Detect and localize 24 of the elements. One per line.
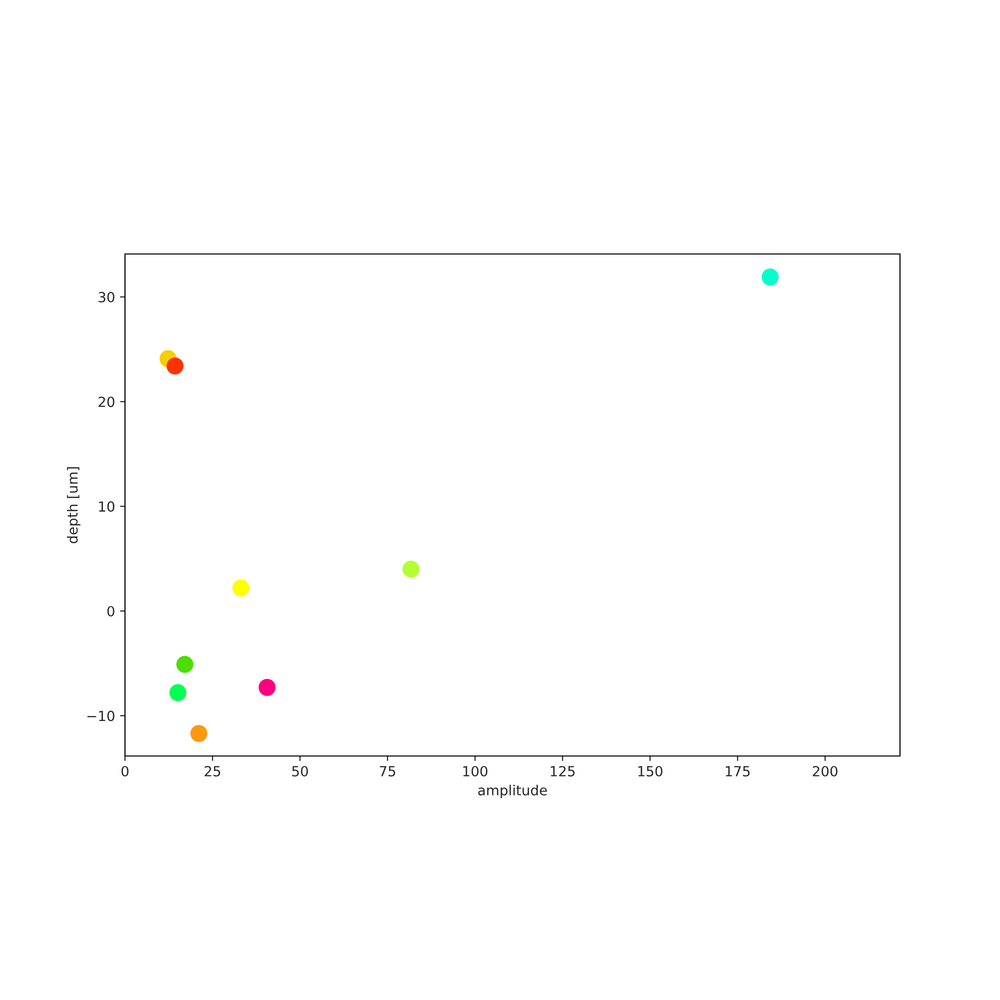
y-tick-label: 20 [98,396,114,408]
x-tick-label: 125 [550,766,575,776]
y-tick-label: 10 [99,501,114,512]
point [166,358,184,375]
y-axis-title: depth [um] [66,467,80,544]
x-tick-label: 200 [812,766,838,776]
point [169,684,186,702]
x-tick-label: 25 [204,766,220,776]
x-axis-title: amplitude [478,784,547,798]
x-tick-label: 75 [380,766,396,776]
x-tick-label: 175 [726,766,750,776]
point [176,656,194,673]
x-tick-label: 50 [292,766,308,776]
y-tick-label: 30 [98,292,114,302]
x-tick-label: 150 [638,766,662,776]
point [402,560,420,578]
point [232,579,250,596]
y-tick-label: 0 [107,606,114,616]
point [190,724,208,742]
x-tick-label: 0 [121,766,128,776]
point [258,678,276,696]
point [762,268,779,286]
x-tick-label: 100 [463,766,488,776]
y-tick-label: −10 [87,710,114,722]
